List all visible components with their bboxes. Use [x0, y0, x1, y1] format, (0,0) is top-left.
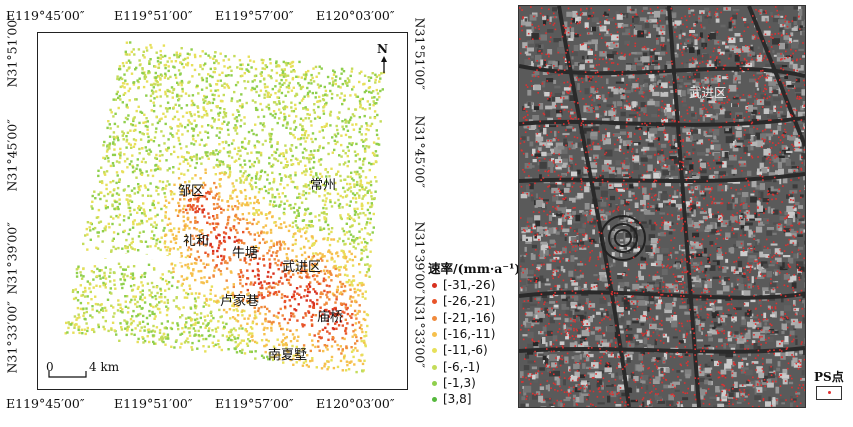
legend-item: [-16,-11)	[432, 327, 495, 341]
legend-item: [-26,-21)	[432, 294, 495, 308]
river-line	[77, 252, 189, 264]
north-label: N	[377, 42, 388, 56]
left-coord-2: N31°45′00″	[4, 119, 20, 192]
north-arrow-icon	[381, 56, 387, 73]
place-lihe: 礼和	[183, 234, 210, 249]
left-coord-1: N31°51′00″	[4, 15, 20, 88]
legend-label: [3,8]	[443, 392, 472, 407]
legend-dot-icon	[432, 299, 437, 305]
legend-dot-icon	[432, 331, 437, 337]
legend-label: [-6,-1)	[443, 359, 481, 374]
ps-points	[519, 6, 805, 407]
roads	[519, 6, 805, 407]
legend-dot-icon	[432, 348, 437, 354]
ps-legend-label: PS点	[814, 370, 844, 384]
ring-feature	[614, 229, 632, 247]
legend-item: [-21,-16)	[432, 311, 495, 325]
legend-item: [-11,-6)	[432, 343, 488, 357]
bottom-coord-1: E119°45′00″	[6, 396, 85, 411]
legend-dot-icon	[432, 397, 437, 403]
right-coord-1: N31°51′00″	[412, 17, 428, 90]
deformation-points	[64, 41, 386, 374]
deformation-map-frame	[37, 32, 408, 390]
ps-legend-box	[816, 386, 842, 400]
legend-item: [3,8]	[432, 392, 471, 406]
bottom-coord-3: E119°57′00″	[215, 396, 294, 411]
legend-label: [-1,3)	[443, 375, 476, 390]
place-lujiaxiang: 卢家巷	[220, 294, 260, 309]
legend-item: [-31,-26)	[432, 278, 495, 292]
left-coord-3: N31°39′00″	[4, 222, 20, 295]
ps-point-image: 武进区	[518, 5, 806, 408]
top-coord-2: E119°51′00″	[114, 8, 193, 23]
right-coord-2: N31°45′00″	[412, 115, 428, 188]
right-district-label: 武进区	[689, 85, 727, 100]
legend-item: [-6,-1)	[432, 360, 480, 374]
place-wujinqu: 武进区	[282, 260, 322, 275]
legend-label: [-11,-6)	[443, 343, 488, 358]
legend-label: [-26,-21)	[443, 294, 496, 309]
legend-dot-icon	[432, 283, 437, 288]
right-coord-3: N31°39′00″	[412, 221, 428, 294]
legend-label: [-16,-11)	[443, 326, 496, 341]
legend-label: [-31,-26)	[443, 278, 496, 292]
place-changzhou: 常州	[310, 178, 337, 193]
legend-dot-icon	[432, 315, 437, 321]
legend-dot-icon	[432, 364, 437, 370]
place-niutang: 牛塘	[232, 246, 259, 261]
legend-item: [-1,3)	[432, 376, 476, 390]
top-coord-3: E119°57′00″	[215, 8, 294, 23]
place-nanxiashu: 南夏墅	[268, 348, 308, 363]
ps-point-map	[519, 6, 805, 407]
scale-bar	[48, 371, 87, 378]
place-yanqiao: 庙桥	[317, 310, 344, 325]
ring-feature	[608, 223, 638, 253]
top-coord-4: E120°03′00″	[316, 8, 395, 23]
scale-label: 4 km	[89, 360, 120, 374]
top-coord-1: E119°45′00″	[6, 8, 85, 23]
ring-feature	[600, 215, 646, 261]
legend-dot-icon	[432, 380, 437, 386]
deformation-map	[64, 41, 386, 374]
scale-zero: 0	[46, 360, 54, 374]
bottom-coord-4: E120°03′00″	[316, 396, 395, 411]
ps-legend-dot-icon	[828, 391, 831, 394]
right-coord-4: N31°33′00″	[412, 295, 428, 368]
legend-label: [-21,-16)	[443, 310, 496, 325]
legend-title: 速率/(mm·a⁻¹)	[428, 261, 521, 276]
bottom-coord-2: E119°51′00″	[114, 396, 193, 411]
left-coord-4: N31°33′00″	[4, 301, 20, 374]
place-zouqu: 邹区	[178, 184, 205, 199]
